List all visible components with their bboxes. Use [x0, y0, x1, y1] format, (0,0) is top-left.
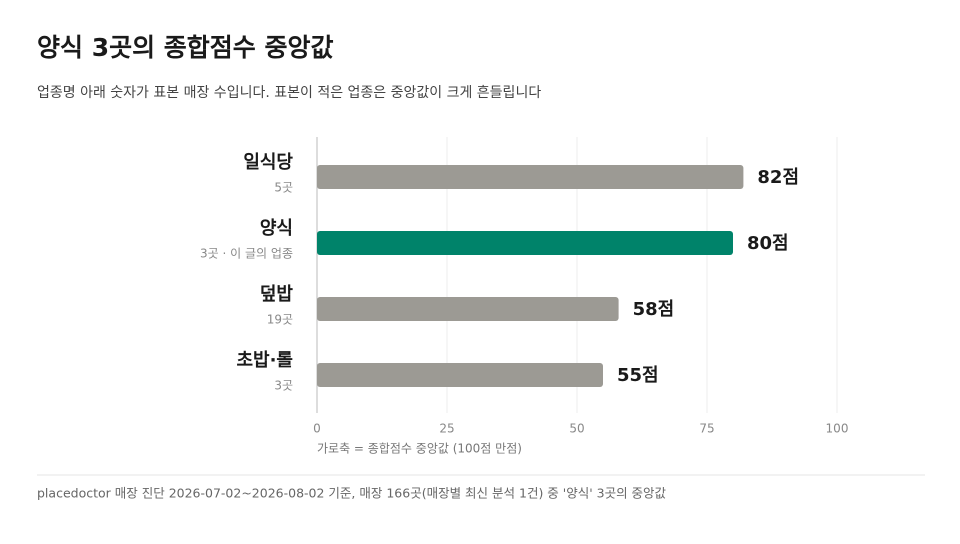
bar — [317, 297, 619, 321]
footer: placedoctor 매장 진단 2026-07-02~2026-08-02 … — [37, 486, 667, 501]
chart-title: 양식 3곳의 종합점수 중앙값 — [37, 33, 334, 62]
category-label: 초밥·롤 — [236, 350, 293, 371]
category-note: 5곳 — [274, 181, 293, 195]
value-label: 82점 — [757, 167, 799, 188]
value-label: 55점 — [617, 365, 659, 386]
chart-subtitle: 업종명 아래 숫자가 표본 매장 수입니다. 표본이 적은 업종은 중앙값이 크… — [37, 85, 541, 101]
x-tick-label: 25 — [439, 422, 454, 436]
category-note: 19곳 — [267, 313, 293, 327]
category-label: 덮밥 — [260, 284, 294, 305]
x-tick-label: 75 — [699, 422, 714, 436]
category-note: 3곳 · 이 글의 업종 — [200, 247, 293, 261]
bar — [317, 165, 744, 189]
x-tick-label: 100 — [826, 422, 849, 436]
x-tick-label: 50 — [569, 422, 584, 436]
x-axis-label: 가로축 = 종합점수 중앙값 (100점 만점) — [317, 442, 522, 456]
value-label: 58점 — [633, 299, 675, 320]
bar — [317, 363, 603, 387]
category-note: 3곳 — [274, 379, 293, 393]
bar — [317, 231, 733, 255]
category-label: 일식당 — [243, 152, 293, 173]
value-label: 80점 — [747, 233, 789, 254]
category-label: 양식 — [260, 218, 293, 239]
x-tick-label: 0 — [313, 422, 321, 436]
